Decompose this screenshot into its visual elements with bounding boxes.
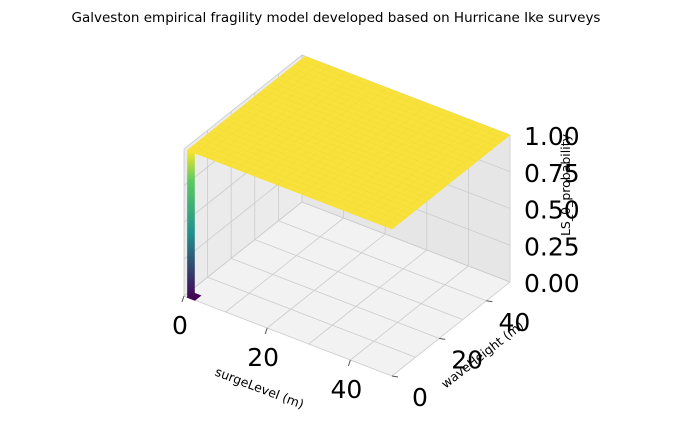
z-tick-label: 0.00	[524, 269, 580, 298]
surface-mesh-line	[201, 138, 407, 218]
tick-marks	[181, 295, 493, 378]
surface-mesh-line	[359, 122, 478, 217]
y-tick-label: 40	[498, 308, 530, 337]
surface-mesh-line	[260, 84, 380, 179]
surface-mesh-line	[286, 71, 492, 151]
x-tick-labels: 0 20 40	[172, 311, 362, 404]
surface-mesh-line	[239, 108, 444, 188]
surface-mesh-line	[300, 59, 506, 139]
surface-mesh-line	[234, 112, 440, 192]
surface-mesh-line	[295, 63, 501, 143]
surface-mesh-line	[272, 82, 478, 162]
surface-mesh-line	[252, 81, 371, 176]
surface-mesh-line	[215, 127, 421, 207]
y-tick-labels: 0 20 40	[412, 308, 530, 412]
gridline-left-z	[183, 54, 303, 150]
surface-mesh-line	[291, 67, 496, 147]
surface-mesh-line	[243, 104, 449, 185]
surface-mesh-line	[236, 75, 355, 170]
surface-mesh-line	[229, 116, 435, 196]
surface-mesh-line	[203, 62, 322, 157]
surface-mesh-line	[253, 97, 459, 177]
surface-rise-front	[187, 150, 195, 301]
surface-mesh-line	[196, 142, 402, 222]
surface-mesh-line	[383, 131, 502, 226]
surface-mesh-line	[310, 103, 429, 198]
gridline-left-z	[183, 201, 303, 297]
chart-title: Galveston empirical fragility model deve…	[72, 10, 601, 26]
gridline-floor-x	[308, 249, 428, 345]
z-tick-label: 0.75	[524, 159, 580, 188]
surface-mesh-line	[269, 87, 388, 182]
y-tick	[391, 375, 399, 378]
y-tick-label: 20	[451, 345, 483, 374]
gridline-back-z	[301, 201, 511, 283]
surface-mesh-line	[248, 101, 454, 181]
x-tick	[264, 327, 268, 335]
x-tick-label: 0	[172, 311, 188, 340]
surface-mesh-line	[219, 68, 339, 164]
surface-mesh-line	[244, 78, 363, 173]
z-tick-label: 1.00	[524, 122, 580, 151]
x-tick-label: 20	[247, 343, 279, 372]
surface-mesh-line	[350, 119, 470, 214]
surface-mesh-line	[334, 112, 453, 208]
z-tick-labels: 0.00 0.25 0.50 0.75 1.00	[524, 122, 580, 298]
z-tick-label: 0.50	[524, 196, 580, 225]
surface-mesh-line	[281, 74, 487, 154]
surface-mesh-line	[262, 89, 468, 170]
surface-plot	[186, 55, 511, 301]
surface-mesh-line	[301, 100, 421, 195]
surface-mesh-line	[342, 115, 461, 211]
surface-mesh-line	[258, 93, 463, 173]
surface-plateau	[186, 55, 511, 230]
gridline-floor-y	[254, 239, 463, 320]
surface-mesh-line	[228, 71, 347, 167]
gridline-floor-y	[207, 276, 416, 358]
gridline-floor-y	[183, 295, 393, 377]
surface-mesh-line	[225, 120, 430, 200]
z-tick-label: 0.25	[524, 232, 580, 261]
surface-mesh-line	[267, 86, 473, 166]
gridline-floor-y	[231, 258, 440, 339]
gridline-floor-x	[391, 281, 511, 377]
surface-mesh-line	[277, 90, 396, 186]
surface-mesh-line	[367, 125, 486, 220]
surface-mesh-line	[220, 123, 426, 203]
pane-floor	[184, 202, 510, 376]
surface-mesh-line	[326, 109, 445, 204]
y-tick	[486, 300, 493, 303]
surface-mesh-line	[211, 65, 330, 160]
surface-mesh-line	[318, 106, 437, 201]
gridline-floor-x	[266, 233, 386, 329]
gridline-floor-y	[278, 220, 487, 302]
x-tick-label: 40	[330, 375, 362, 404]
y-tick	[439, 337, 446, 340]
surface-mesh-line	[293, 97, 412, 192]
surface-mesh-line	[210, 131, 416, 211]
surface-mesh-line	[375, 128, 494, 223]
surface-mesh-line	[191, 146, 397, 226]
surface-mesh-line	[276, 78, 482, 158]
gridline-floor-x	[350, 265, 469, 361]
x-tick	[181, 295, 185, 303]
surface-mesh-line	[206, 135, 411, 215]
x-tick	[347, 359, 351, 367]
surface-mesh-line	[195, 59, 314, 154]
surface-mesh-line	[285, 93, 404, 189]
y-tick-label: 0	[412, 383, 428, 412]
z-axis-label: LS_0_probability	[558, 133, 573, 236]
gridline-floor-x	[225, 217, 344, 313]
